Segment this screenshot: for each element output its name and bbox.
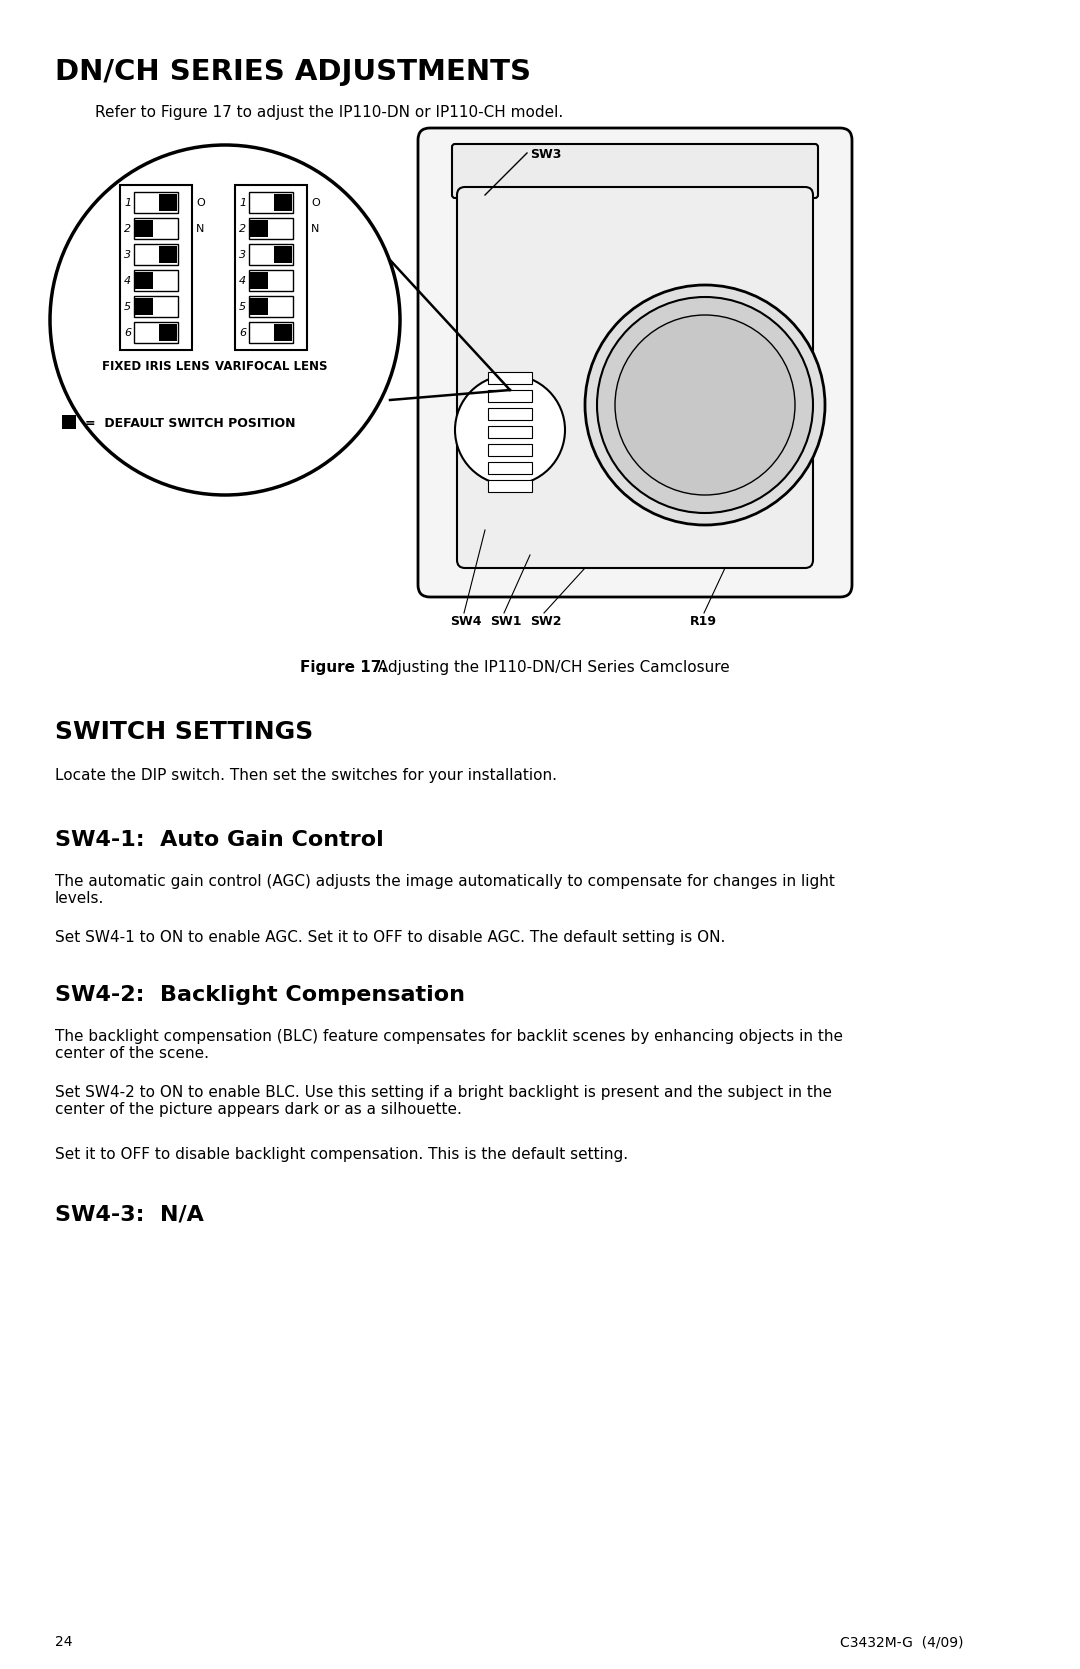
Bar — [134, 322, 178, 344]
Text: SW4-1:  Auto Gain Control: SW4-1: Auto Gain Control — [55, 829, 383, 850]
Bar — [120, 185, 192, 350]
FancyBboxPatch shape — [457, 187, 813, 567]
Circle shape — [615, 315, 795, 496]
Text: Figure 17.: Figure 17. — [300, 659, 387, 674]
Text: 5: 5 — [124, 302, 131, 312]
Bar — [274, 194, 292, 210]
Bar — [488, 481, 532, 492]
FancyBboxPatch shape — [453, 144, 818, 199]
Bar — [488, 462, 532, 474]
Text: Set SW4-1 to ON to enable AGC. Set it to OFF to disable AGC. The default setting: Set SW4-1 to ON to enable AGC. Set it to… — [55, 930, 726, 945]
Text: N: N — [311, 224, 320, 234]
Circle shape — [50, 145, 400, 496]
Text: SW1: SW1 — [490, 614, 522, 628]
Text: SW4-2:  Backlight Compensation: SW4-2: Backlight Compensation — [55, 985, 465, 1005]
Bar — [488, 407, 532, 421]
Text: 4: 4 — [124, 275, 131, 285]
Bar — [488, 444, 532, 456]
Text: SWITCH SETTINGS: SWITCH SETTINGS — [55, 719, 313, 744]
Text: 2: 2 — [124, 224, 131, 234]
Bar — [135, 272, 152, 289]
Text: 24: 24 — [55, 1636, 72, 1649]
Bar — [160, 245, 177, 264]
Text: R19: R19 — [690, 614, 717, 628]
Bar — [160, 194, 177, 210]
Text: The automatic gain control (AGC) adjusts the image automatically to compensate f: The automatic gain control (AGC) adjusts… — [55, 875, 835, 906]
Text: VARIFOCAL LENS: VARIFOCAL LENS — [215, 361, 327, 372]
Bar — [235, 185, 307, 350]
Bar — [249, 244, 293, 265]
Bar — [134, 192, 178, 214]
Text: DN/CH SERIES ADJUSTMENTS: DN/CH SERIES ADJUSTMENTS — [55, 58, 531, 87]
FancyBboxPatch shape — [418, 129, 852, 598]
Text: Set SW4-2 to ON to enable BLC. Use this setting if a bright backlight is present: Set SW4-2 to ON to enable BLC. Use this … — [55, 1085, 832, 1118]
Circle shape — [585, 285, 825, 526]
Text: The backlight compensation (BLC) feature compensates for backlit scenes by enhan: The backlight compensation (BLC) feature… — [55, 1030, 843, 1061]
Bar — [134, 219, 178, 239]
Bar — [134, 295, 178, 317]
Bar — [249, 219, 293, 239]
Text: SW4-3:  N/A: SW4-3: N/A — [55, 1205, 204, 1225]
Text: Adjusting the IP110-DN/CH Series Camclosure: Adjusting the IP110-DN/CH Series Camclos… — [368, 659, 730, 674]
Text: 4: 4 — [239, 275, 246, 285]
Text: FIXED IRIS LENS: FIXED IRIS LENS — [103, 361, 210, 372]
Circle shape — [455, 376, 565, 486]
Text: 1: 1 — [239, 197, 246, 207]
Text: 3: 3 — [124, 249, 131, 259]
Bar — [249, 270, 293, 290]
Text: 2: 2 — [239, 224, 246, 234]
Bar — [488, 372, 532, 384]
Bar — [160, 324, 177, 340]
Text: =  DEFAULT SWITCH POSITION: = DEFAULT SWITCH POSITION — [85, 417, 296, 431]
Text: Locate the DIP switch. Then set the switches for your installation.: Locate the DIP switch. Then set the swit… — [55, 768, 557, 783]
Bar — [249, 272, 268, 289]
Text: 6: 6 — [124, 327, 131, 337]
Bar — [274, 324, 292, 340]
Text: O: O — [311, 197, 320, 207]
Text: 5: 5 — [239, 302, 246, 312]
Text: 1: 1 — [124, 197, 131, 207]
Text: Refer to Figure 17 to adjust the IP110-DN or IP110-CH model.: Refer to Figure 17 to adjust the IP110-D… — [95, 105, 564, 120]
Text: SW4: SW4 — [450, 614, 482, 628]
Text: N: N — [195, 224, 204, 234]
Bar — [249, 322, 293, 344]
Bar — [249, 295, 293, 317]
Bar — [249, 220, 268, 237]
Bar — [135, 299, 152, 315]
Circle shape — [597, 297, 813, 512]
Bar — [249, 299, 268, 315]
Bar — [135, 220, 152, 237]
Text: 3: 3 — [239, 249, 246, 259]
Text: SW3: SW3 — [530, 149, 562, 160]
Text: SW2: SW2 — [530, 614, 562, 628]
Text: O: O — [195, 197, 205, 207]
Bar — [488, 391, 532, 402]
Bar — [134, 270, 178, 290]
Bar — [249, 192, 293, 214]
Text: C3432M-G  (4/09): C3432M-G (4/09) — [840, 1636, 963, 1649]
Text: 6: 6 — [239, 327, 246, 337]
Bar — [62, 416, 76, 429]
Bar — [134, 244, 178, 265]
Text: Set it to OFF to disable backlight compensation. This is the default setting.: Set it to OFF to disable backlight compe… — [55, 1147, 629, 1162]
Bar — [274, 245, 292, 264]
Bar — [488, 426, 532, 437]
